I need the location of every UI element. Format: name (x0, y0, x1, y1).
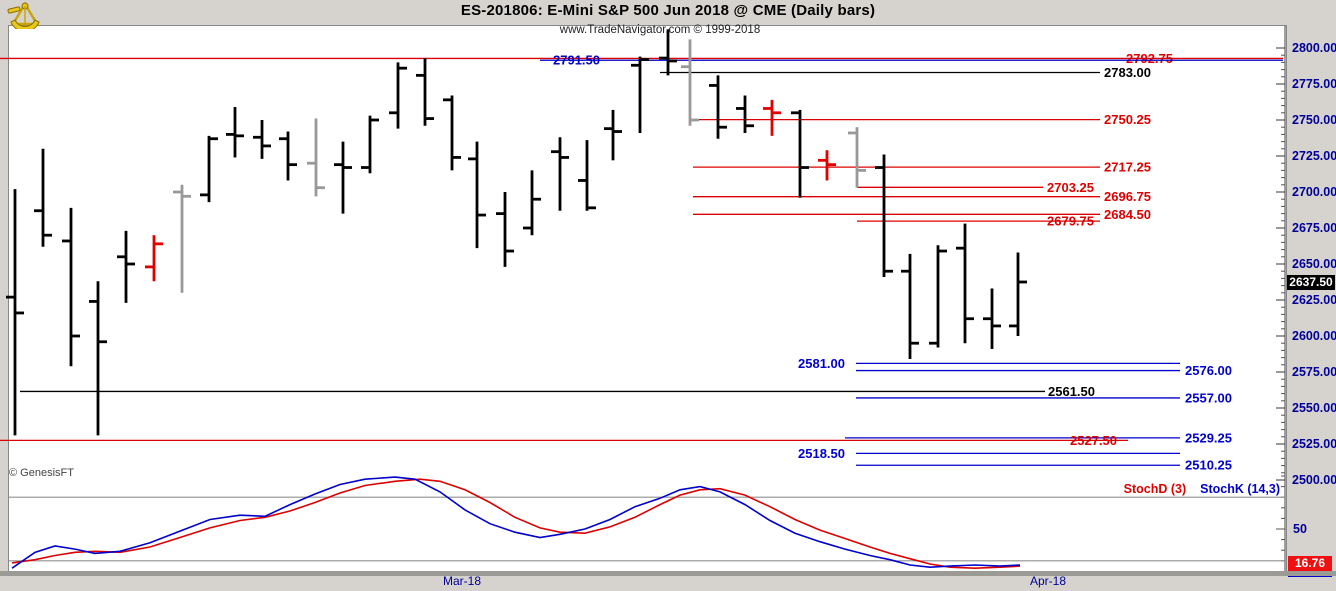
price-bar (983, 288, 1001, 349)
price-bar (763, 99, 781, 136)
price-bar (226, 107, 244, 158)
price-bar (34, 148, 52, 247)
time-axis-label: Mar-18 (443, 574, 481, 588)
price-bar (523, 170, 541, 236)
price-axis-label: 2650.00 (1292, 257, 1336, 271)
price-bar (901, 253, 919, 360)
price-level-label[interactable]: 2792.75 (1126, 51, 1173, 66)
price-level-label[interactable]: 2684.50 (1104, 207, 1151, 222)
price-bar (307, 118, 325, 197)
price-bar (89, 281, 107, 436)
price-bar (361, 115, 379, 174)
price-bar (631, 56, 649, 133)
price-bar (416, 58, 434, 126)
price-bar (279, 131, 297, 181)
price-bar (791, 109, 809, 198)
time-axis-strip (0, 571, 1336, 576)
price-bar (956, 223, 974, 344)
price-axis-label: 2625.00 (1292, 293, 1336, 307)
price-axis-label: 2800.00 (1292, 41, 1336, 55)
price-level-label[interactable]: 2529.25 (1185, 430, 1232, 445)
stochk-legend-item[interactable]: StochK (14,3) (1200, 482, 1280, 496)
price-axis-label: 2775.00 (1292, 77, 1336, 91)
genesisft-watermark: © GenesisFT (9, 467, 74, 479)
price-bar (468, 141, 486, 249)
price-bar (200, 135, 218, 203)
price-axis-label: 2725.00 (1292, 149, 1336, 163)
price-bar (848, 127, 866, 188)
stochd-legend-item[interactable]: StochD (3) (1123, 482, 1187, 496)
price-level-label[interactable]: 2557.00 (1185, 390, 1232, 405)
price-bar (173, 184, 191, 293)
chart-subtitle: www.TradeNavigator.com © 1999-2018 (559, 24, 761, 36)
price-level-label[interactable]: 2750.25 (1104, 112, 1151, 127)
price-bar (736, 95, 754, 133)
price-axis-label: 2600.00 (1292, 329, 1336, 343)
stoch-mid-level-label: 50 (1293, 522, 1307, 536)
price-level-label[interactable]: 2696.75 (1104, 189, 1151, 204)
price-bar (1009, 252, 1027, 336)
stochd-curve (11, 478, 1021, 570)
price-level-label[interactable]: 2527.50 (1070, 433, 1117, 448)
price-bar (253, 120, 271, 159)
price-level-label[interactable]: 2510.25 (1185, 458, 1232, 473)
price-bar (145, 235, 163, 282)
price-axis-label: 2675.00 (1292, 221, 1336, 235)
price-bar (496, 192, 514, 267)
price-level-label[interactable]: 2561.50 (1048, 384, 1095, 399)
last-price-box: 2637.50 (1287, 275, 1335, 290)
price-level-label[interactable]: 2518.50 (798, 446, 845, 461)
price-level-label[interactable]: 2576.00 (1185, 363, 1232, 378)
price-bar (709, 75, 727, 139)
time-axis-label: Apr-18 (1030, 574, 1066, 588)
price-axis-label: 2575.00 (1292, 365, 1336, 379)
price-level-label[interactable]: 2791.50 (553, 53, 600, 68)
price-level-label[interactable]: 2679.75 (1047, 214, 1094, 229)
stochk-curve (11, 476, 1021, 569)
price-bar (818, 150, 836, 181)
price-bar (875, 154, 893, 277)
price-bar (6, 189, 24, 436)
price-level-label[interactable]: 2581.00 (798, 356, 845, 371)
sextant-logo-icon (7, 2, 40, 29)
price-bar (929, 245, 947, 348)
price-axis-label: 2525.00 (1292, 437, 1336, 451)
price-bar (389, 62, 407, 129)
price-bar (334, 141, 352, 214)
price-level-label[interactable]: 2703.25 (1047, 180, 1094, 195)
price-bar (604, 109, 622, 161)
indicator-legend: StochD (3) StochK (14,3) (1100, 482, 1280, 496)
chart-title: ES-201806: E-Mini S&P 500 Jun 2018 @ CME… (460, 2, 876, 19)
price-bar (551, 137, 569, 211)
price-bar (578, 140, 596, 211)
price-bar (117, 230, 135, 303)
price-axis-label: 2550.00 (1292, 401, 1336, 415)
price-axis-label: 2500.00 (1292, 473, 1336, 487)
price-level-label[interactable]: 2783.00 (1104, 65, 1151, 80)
price-level-label[interactable]: 2717.25 (1104, 160, 1151, 175)
price-axis-label: 2700.00 (1292, 185, 1336, 199)
last-stochd-box: 16.76 (1288, 556, 1332, 571)
price-bar (443, 95, 461, 171)
price-bar (62, 207, 80, 367)
price-bar (681, 39, 699, 126)
price-bar (659, 29, 677, 76)
price-axis-label: 2750.00 (1292, 113, 1336, 127)
chart-plot-area[interactable] (8, 25, 1287, 576)
